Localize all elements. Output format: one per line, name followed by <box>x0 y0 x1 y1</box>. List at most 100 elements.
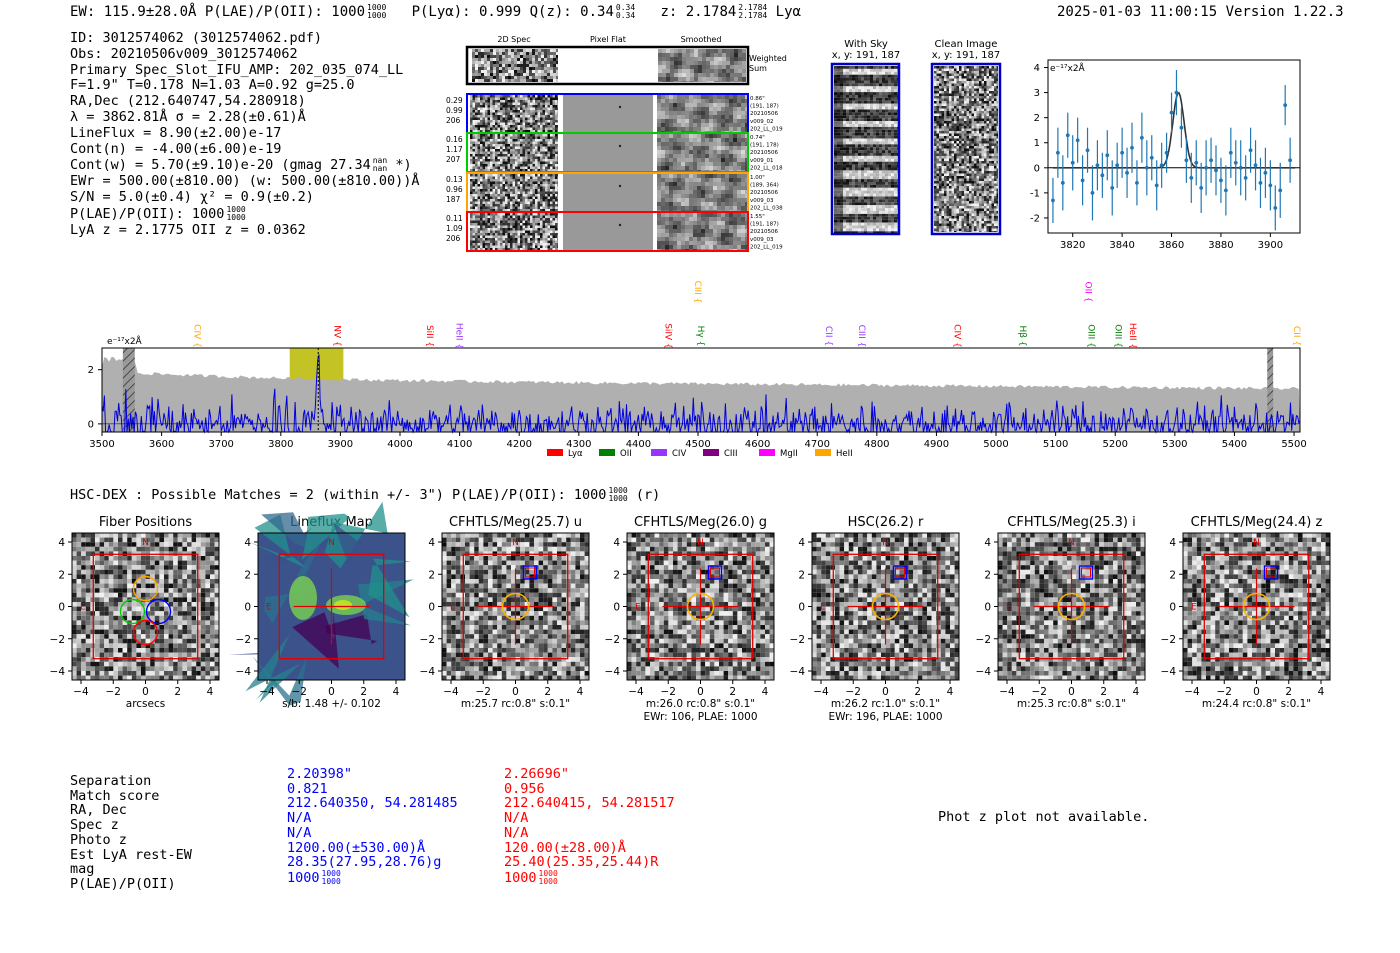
fit-data-point <box>1219 157 1223 203</box>
cutout-x-tick: 4 <box>207 686 214 698</box>
aperture-circle <box>871 592 900 621</box>
cutout-y-tick: 0 <box>58 602 65 614</box>
cutout-image-noise <box>1183 533 1330 680</box>
cutout-aperture-box <box>647 553 754 660</box>
fiber-smoothed <box>657 134 747 171</box>
north-label: N <box>328 538 335 548</box>
spec-x-tick: 3900 <box>328 439 353 450</box>
spec-x-tick: 4200 <box>506 439 531 450</box>
fiber-stamps: 2D Spec Pixel Flat Smoothed Weighted Sum … <box>446 35 787 252</box>
cutout-x-tick: 2 <box>1285 686 1292 698</box>
aperture-circle <box>686 592 715 621</box>
info-plae: P(LAE)/P(OII): 1000 1000 1000 <box>70 204 246 222</box>
east-label: E <box>450 603 456 613</box>
spec-x-tick: 5200 <box>1103 439 1128 450</box>
fit-data-point <box>1273 185 1278 231</box>
cutout-panel: CFHTLS/Meg(25.7) u N E 4 2 0 −2 −4 −4 −2 0 2 4 m:25.7… <box>420 515 590 710</box>
fit-data-point <box>1070 135 1075 191</box>
label-plae: P(LAE)/P(OII) <box>70 875 176 892</box>
cutout-y-tick: −4 <box>1161 666 1177 678</box>
cutout-x-tick: 0 <box>882 686 889 698</box>
cutout-y-tick: 0 <box>984 602 991 614</box>
pixel-flat-defect <box>618 105 622 109</box>
cutout-title: CFHTLS/Meg(26.0) g <box>634 515 767 530</box>
fit-data-point <box>1238 140 1243 196</box>
cutout-y-tick: 0 <box>428 602 435 614</box>
legend-item: HeII <box>815 449 853 459</box>
clean-noise <box>934 66 998 232</box>
cutout-caption: m:24.4 rc:0.8" s:0.1" <box>1202 698 1311 710</box>
cutout-y-tick: 4 <box>984 537 991 549</box>
cutout-x-tick: −2 <box>661 686 676 698</box>
fit-x-tick: 3880 <box>1208 240 1233 251</box>
cutout-caption: s/b: 1.48 +/- 0.102 <box>282 698 381 710</box>
pixel-flat-defect <box>618 184 622 188</box>
spec-y-tick: 2 <box>88 365 94 376</box>
detection-info: ID: 3012574062 (3012574062.pdf) Obs: 202… <box>70 30 420 238</box>
line-marker-label: OIII { <box>1085 324 1095 348</box>
fiber-id: v009_01 <box>750 158 774 164</box>
fit-data-point <box>1164 132 1169 173</box>
info-lyaz: LyA z = 2.1775 OII z = 0.0362 <box>70 221 306 238</box>
spec-x-tick: 4300 <box>566 439 591 450</box>
cutout-aperture-box <box>278 553 385 660</box>
cutout-panel: CFHTLS/Meg(25.3) i N E 4 2 0 −2 −4 −4 −2 0 2 4 m:25.3… <box>976 515 1146 710</box>
cutout-image-noise <box>627 533 774 680</box>
cutout-y-tick: −2 <box>1161 634 1176 646</box>
fiber-id: 0.86" <box>750 96 765 102</box>
spec-x-tick: 4900 <box>924 439 949 450</box>
match-box-red <box>895 567 905 578</box>
fit-data-point <box>1253 140 1258 191</box>
spec-x-tick: 5100 <box>1043 439 1068 450</box>
fit-data-point <box>1149 135 1154 181</box>
cutout-caption: EWr: 106, PLAE: 1000 <box>643 711 757 723</box>
header-summary: EW: 115.9±28.0Å P(LAE)/P(OII): 1000 1000 1… <box>70 3 801 21</box>
north-label: N <box>142 538 149 548</box>
match-1-values: 2.20398" 0.821 212.640350, 54.281485 N/A… <box>287 766 458 886</box>
fiber-id: 202_LL_018 <box>750 165 783 171</box>
spec-x-tick: 3500 <box>89 439 114 450</box>
spec-x-tick: 5500 <box>1281 439 1306 450</box>
cutout-x-tick: −2 <box>292 686 307 698</box>
fit-data-point <box>1130 122 1134 173</box>
north-label: N <box>1253 538 1260 548</box>
fiber-2d-spec <box>470 134 558 171</box>
legend-item: CIII <box>703 449 737 459</box>
fiber-stat: 0.99 <box>446 106 463 115</box>
cutout-y-tick: 2 <box>58 569 65 581</box>
spec-y-label: e⁻¹⁷x2Å <box>107 335 143 347</box>
spec-y-tick: 0 <box>88 419 94 430</box>
full-spectrum-plot: e⁻¹⁷x2Å 3500 3600 3700 3800 3900 4000 4100 4200 4… <box>88 281 1307 459</box>
fit-data-point <box>1115 142 1120 188</box>
match-box-red <box>1081 567 1091 578</box>
cutout-x-tick: 4 <box>1133 686 1140 698</box>
cutout-y-tick: 2 <box>984 569 991 581</box>
match-box-blue <box>707 565 723 580</box>
line-marker-label: Hγ { <box>695 326 705 347</box>
match-2-values: 2.26696" 0.956 212.640415, 54.281517 N/A… <box>504 766 675 886</box>
fit-x-tick: 3860 <box>1159 240 1184 251</box>
cutout-x-tick: 2 <box>1100 686 1107 698</box>
fiber-stat: 0.16 <box>446 135 463 144</box>
fit-data-point <box>1268 160 1273 211</box>
fiber-stat: 0.29 <box>446 96 463 105</box>
info-sn: S/N = 5.0(±0.4) χ² = 0.9(±0.2) <box>70 188 314 205</box>
fiber-id: 202_LL_038 <box>750 205 783 211</box>
fit-data-point <box>1139 112 1144 163</box>
cutout-x-tick: 4 <box>947 686 954 698</box>
line-marker-label: HeII { <box>454 323 464 349</box>
weighted-smoothed <box>658 49 746 82</box>
cutout-y-tick: −2 <box>976 634 991 646</box>
fiber-2d-spec <box>470 174 558 211</box>
legend-item: CIV <box>651 449 686 459</box>
fiber-circle <box>132 575 159 602</box>
fit-data-point <box>1194 140 1199 186</box>
fit-data-point <box>1223 165 1228 216</box>
flux-peak-core <box>334 600 352 610</box>
line-marker-label: HeII { <box>1127 323 1137 349</box>
match-labels: Separation Match score RA, Dec Spec z Ph… <box>70 774 192 892</box>
cutout-title: CFHTLS/Meg(25.3) i <box>1007 515 1135 530</box>
cutout-y-tick: −2 <box>420 634 435 646</box>
flux-peak <box>289 576 317 620</box>
fiber-stat: 1.17 <box>446 145 463 154</box>
